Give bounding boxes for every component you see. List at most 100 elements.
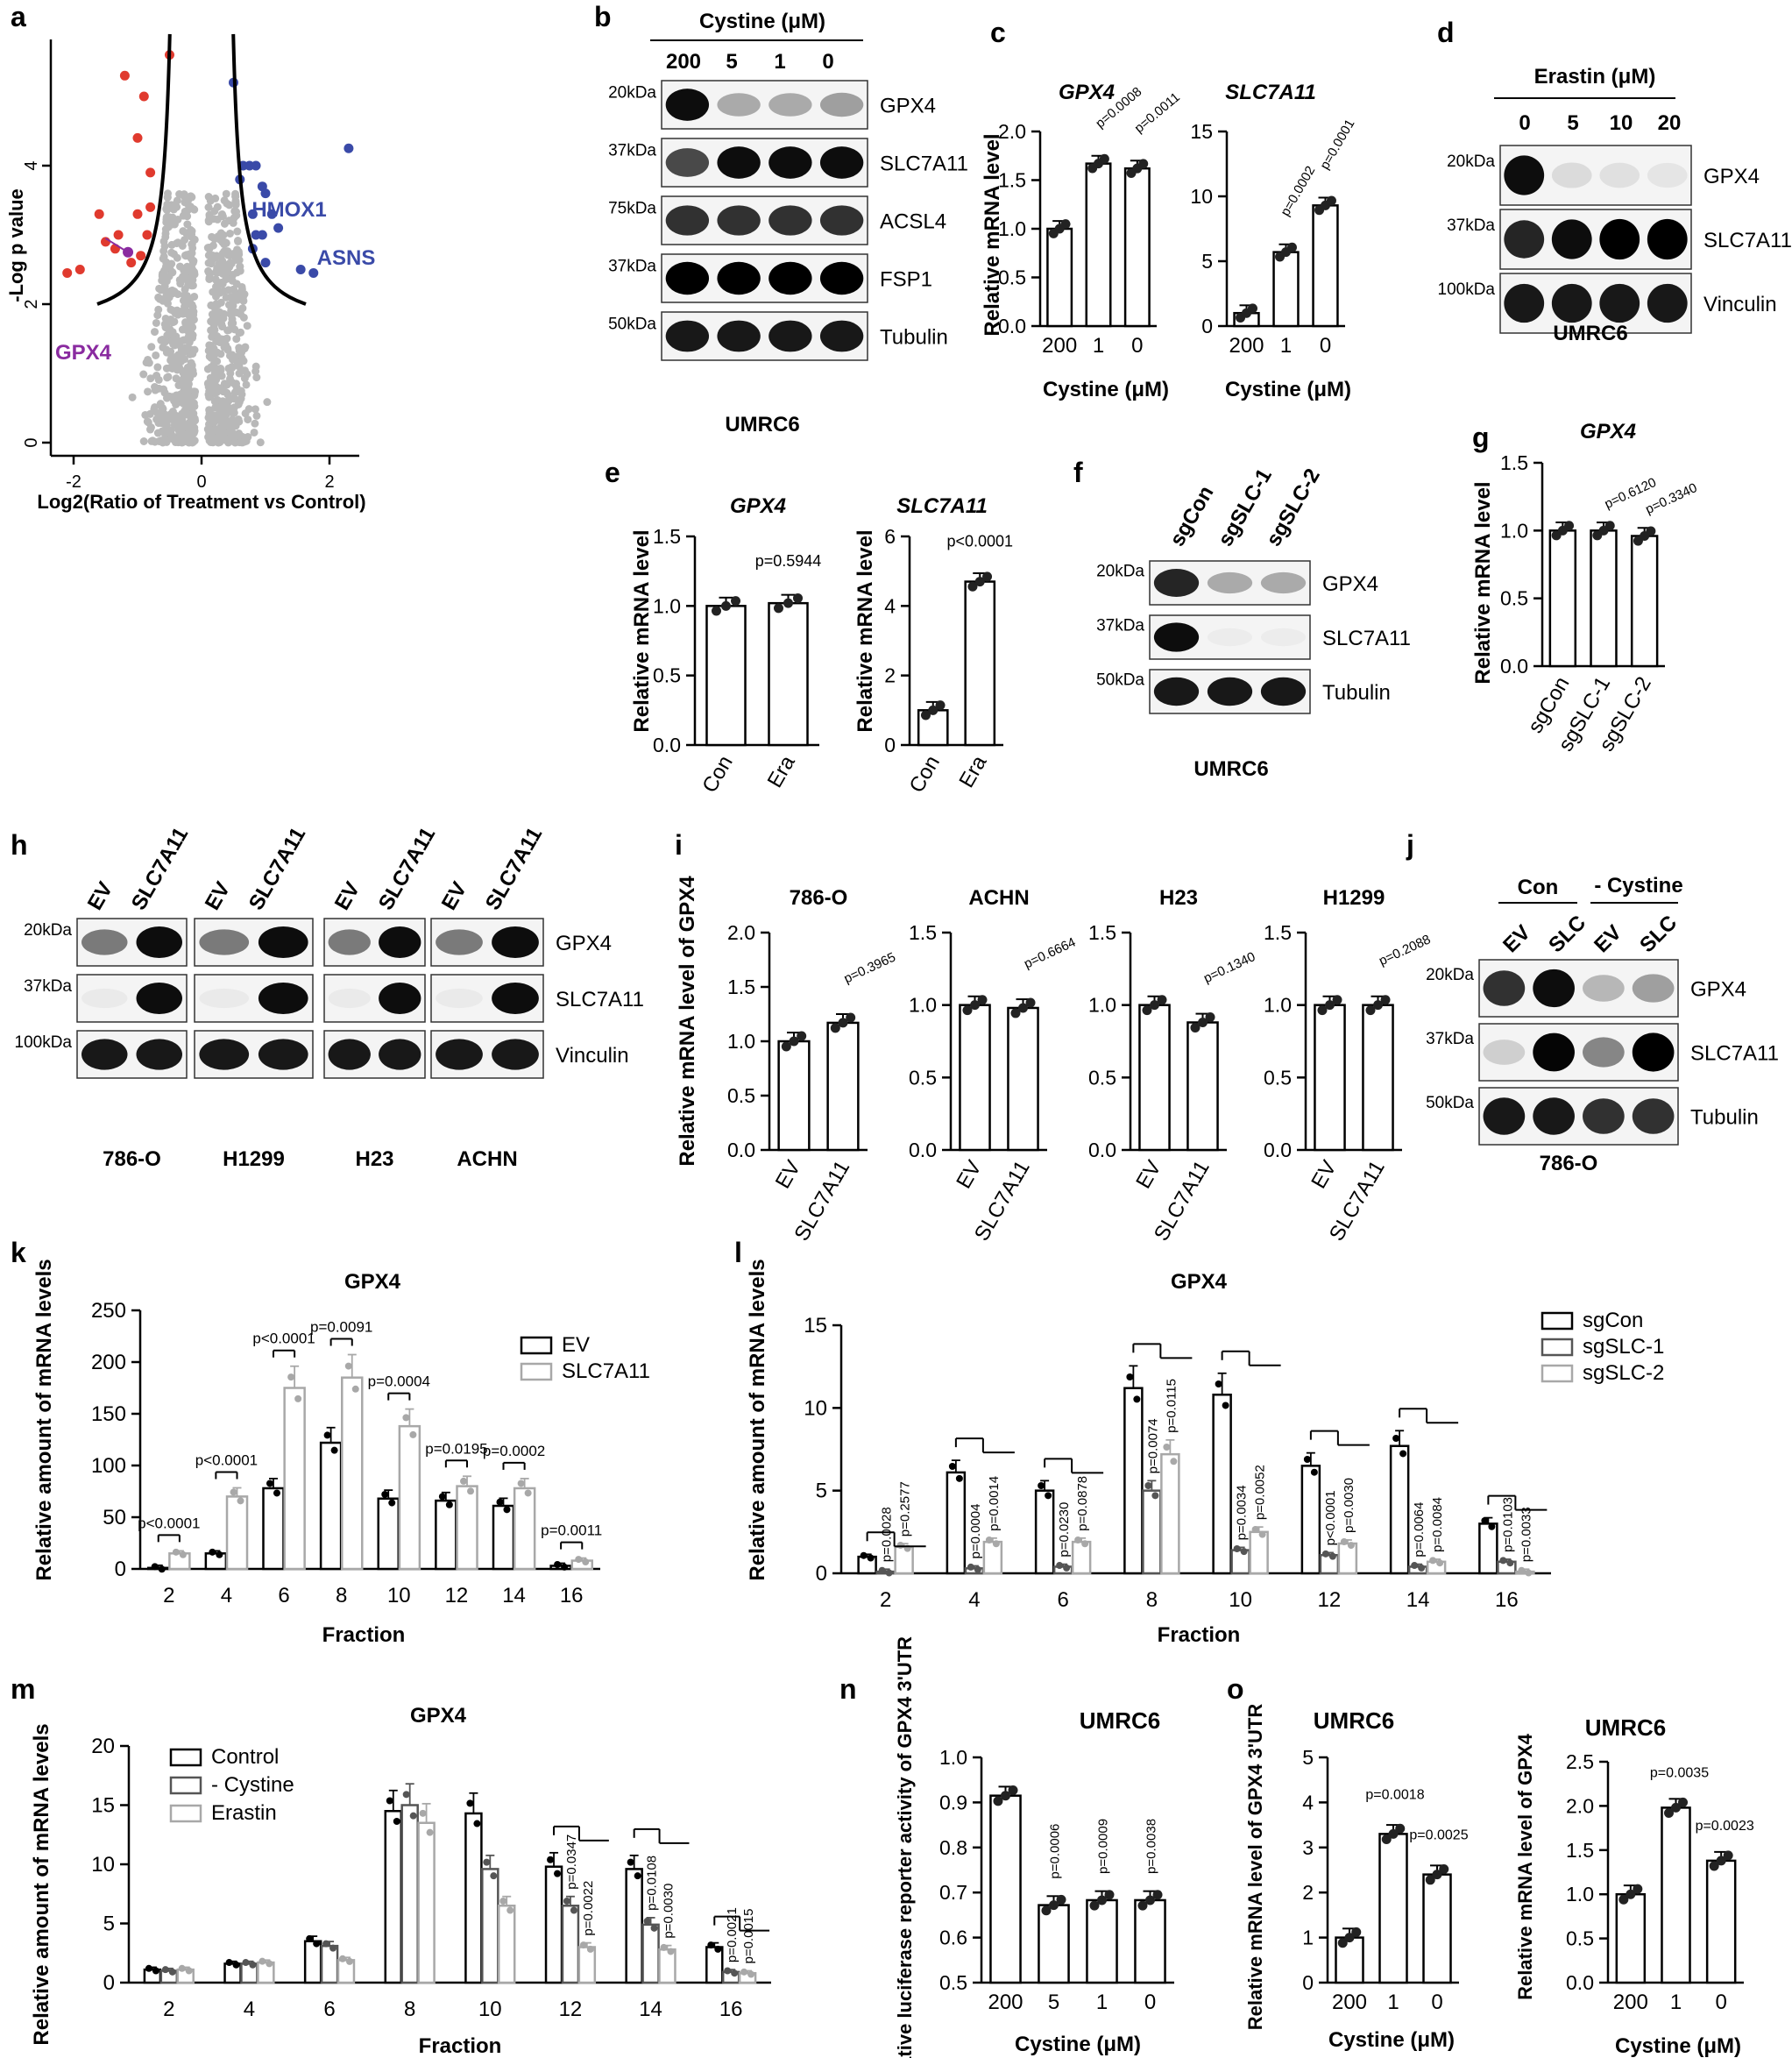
- replicate-point: [1056, 1562, 1064, 1570]
- blot-band: [1153, 622, 1200, 652]
- y-tick-label: 1.0: [998, 217, 1026, 240]
- x-tick-label: Con: [905, 752, 945, 798]
- replicate-point: [230, 1488, 237, 1496]
- replicate-point: [1286, 242, 1297, 252]
- replicate-point: [992, 1540, 1000, 1548]
- lane-label: EV: [201, 878, 235, 914]
- protein-label: GPX4: [1690, 978, 1746, 1002]
- replicate-point: [322, 1940, 330, 1948]
- volcano-point: [236, 438, 244, 447]
- replicate-point: [409, 1812, 417, 1820]
- blot-band: [1208, 628, 1252, 646]
- volcano-point: [231, 422, 240, 430]
- y-tick-label: 1.0: [1088, 994, 1116, 1017]
- replicate-point: [985, 1536, 993, 1544]
- upregulated-point: [295, 265, 306, 274]
- blot-band: [1533, 969, 1575, 1008]
- volcano-point: [179, 211, 188, 220]
- blot-band: [1260, 571, 1307, 594]
- protein-label: Tubulin: [1322, 681, 1391, 705]
- bar: [1422, 1873, 1452, 1984]
- volcano-point: [210, 207, 219, 216]
- y-tick-label: 2: [884, 664, 896, 687]
- replicate-point: [977, 995, 988, 1005]
- y-tick-label: 15: [1190, 120, 1213, 143]
- volcano-point: [152, 372, 161, 380]
- x-tick-label: 14: [502, 1584, 526, 1607]
- blot-band: [717, 261, 761, 295]
- replicate-point: [1626, 1889, 1636, 1899]
- graph-title: GPX4: [1171, 1270, 1228, 1294]
- bar: [1590, 529, 1618, 668]
- y-tick-label: 3: [1302, 1836, 1314, 1859]
- replicate-point: [466, 1799, 474, 1807]
- replicate-point: [1151, 1492, 1159, 1500]
- lane-label: 200: [666, 50, 701, 74]
- lane-label: EV: [437, 878, 471, 914]
- y-tick-label: 4: [884, 594, 896, 617]
- volcano-point: [180, 383, 188, 392]
- volcano-point: [211, 267, 220, 276]
- volcano-point: [169, 340, 178, 349]
- x-tick-label: 16: [560, 1584, 584, 1607]
- volcano-point: [234, 237, 243, 245]
- x-tick-label: EV: [952, 1157, 986, 1193]
- replicate-point: [1395, 1823, 1406, 1834]
- replicate-point: [179, 1551, 187, 1558]
- x-axis-title: Fraction: [322, 1623, 406, 1647]
- y-axis-title: Relative amount of mRNA levels: [32, 1259, 56, 1580]
- volcano-point: [216, 368, 224, 377]
- y-tick-label: 1.0: [1264, 994, 1292, 1017]
- replicate-point: [547, 1856, 555, 1863]
- lane-label: SLC7A11: [244, 823, 310, 914]
- replicate-point: [1215, 1380, 1222, 1388]
- replicate-point: [1321, 1550, 1329, 1558]
- y-tick-label: 1.5: [1500, 451, 1528, 474]
- y-tick-label: 15: [804, 1314, 827, 1338]
- replicate-point: [928, 705, 938, 715]
- replicate-point: [582, 1558, 590, 1566]
- bar: [1007, 1006, 1039, 1152]
- y-tick-label: 250: [91, 1299, 126, 1323]
- x-tick-label: 8: [404, 1998, 415, 2021]
- bar: [1389, 1444, 1410, 1575]
- blot-band: [1260, 677, 1307, 706]
- volcano-point: [154, 305, 163, 314]
- legend-label: sgSLC-1: [1583, 1335, 1664, 1359]
- bar: [481, 1868, 499, 1984]
- bar: [1272, 251, 1300, 328]
- blot-band: [1647, 162, 1688, 188]
- volcano-point: [236, 262, 244, 271]
- lane-label: SLC7A11: [481, 823, 547, 914]
- x-axis-title: Cystine (μM): [1015, 2033, 1141, 2056]
- x-tick-label: 10: [478, 1998, 502, 2021]
- p-value: p<0.0001: [1323, 1490, 1338, 1545]
- blot-band: [1504, 155, 1545, 195]
- replicate-point: [1340, 1538, 1348, 1546]
- volcano-point: [159, 275, 167, 284]
- x-tick-label: 1: [1670, 1991, 1682, 2014]
- p-value: p=0.0035: [1650, 1765, 1709, 1780]
- bar: [705, 1946, 724, 1984]
- volcano-point: [171, 438, 180, 447]
- volcano-point: [168, 289, 177, 298]
- replicate-point: [1429, 1557, 1437, 1565]
- replicate-point: [490, 1872, 498, 1880]
- x-tick-label: 14: [639, 1998, 662, 2021]
- replicate-point: [393, 1817, 400, 1825]
- volcano-point: [143, 417, 152, 426]
- protein-label: SLC7A11: [1690, 1042, 1779, 1066]
- upregulated-point: [260, 258, 271, 268]
- blot-band: [436, 1039, 483, 1070]
- replicate-point: [773, 603, 783, 614]
- panel-label-k: k: [11, 1237, 26, 1268]
- blot-title: Erastin (μM): [1534, 65, 1656, 89]
- volcano-point: [169, 219, 178, 228]
- blot-band: [819, 92, 864, 117]
- blot-band: [1551, 162, 1592, 188]
- volcano-point: [214, 438, 223, 447]
- x-axis-title: Cystine (μM): [1328, 2028, 1455, 2052]
- replicate-point: [878, 1566, 886, 1574]
- panel-label-c: c: [990, 17, 1006, 48]
